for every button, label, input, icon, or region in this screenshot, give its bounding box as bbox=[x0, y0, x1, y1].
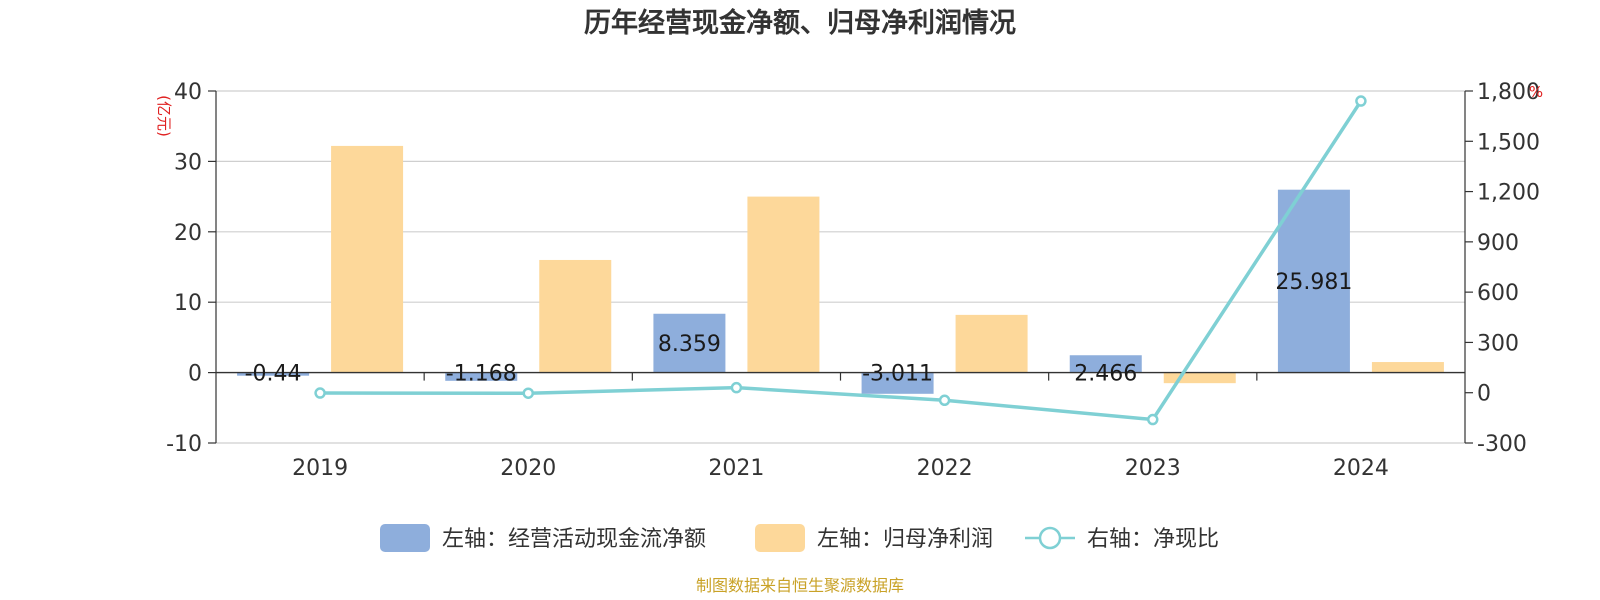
left-tick-label: 0 bbox=[188, 362, 202, 387]
bar-operating-cashflow bbox=[445, 372, 518, 381]
chart-title: 历年经营现金净额、归母净利润情况 bbox=[584, 7, 1016, 39]
line-point bbox=[1355, 95, 1367, 107]
bar-operating-cashflow bbox=[861, 372, 934, 394]
bar-net-profit bbox=[1163, 372, 1236, 384]
bar-net-profit bbox=[955, 314, 1028, 373]
bar-operating-cashflow bbox=[1277, 189, 1350, 373]
legend-swatch bbox=[755, 524, 805, 552]
left-axis-unit: (亿元) bbox=[155, 95, 173, 137]
bars bbox=[237, 145, 1444, 394]
left-tick-label: 20 bbox=[174, 221, 202, 246]
data-labels: -0.44 -1.168 8.359 -3.011 2.466 25.981 bbox=[245, 270, 1353, 386]
bar-operating-cashflow bbox=[1069, 355, 1142, 373]
legend-swatch-marker bbox=[1038, 526, 1062, 550]
legend-label: 左轴：经营活动现金流净额 bbox=[442, 527, 706, 552]
line-point bbox=[314, 387, 326, 399]
right-tick-label: 300 bbox=[1477, 331, 1519, 356]
legend: 左轴：经营活动现金流净额 左轴：归母净利润 右轴：净现比 bbox=[380, 524, 1219, 552]
right-tick-label: 1,800 bbox=[1477, 80, 1540, 105]
line-point bbox=[522, 387, 534, 399]
bar-net-profit bbox=[1371, 362, 1444, 373]
source-note: 制图数据来自恒生聚源数据库 bbox=[696, 576, 904, 595]
legend-item[interactable]: 右轴：净现比 bbox=[1025, 526, 1219, 552]
data-label: 2.466 bbox=[1074, 362, 1137, 387]
bar-operating-cashflow bbox=[653, 313, 726, 373]
right-tick-label: 600 bbox=[1477, 281, 1519, 306]
right-axis-unit: % bbox=[1529, 83, 1543, 101]
bar-net-profit bbox=[747, 196, 820, 373]
bar-operating-cashflow bbox=[237, 372, 310, 376]
left-tick-label: 30 bbox=[174, 150, 202, 175]
bar-net-profit bbox=[331, 145, 404, 373]
line-point bbox=[730, 381, 743, 394]
line-point bbox=[938, 394, 951, 407]
x-tick-label: 2024 bbox=[1333, 456, 1389, 481]
legend-item[interactable]: 左轴：经营活动现金流净额 bbox=[380, 524, 706, 552]
right-tick-label: 900 bbox=[1477, 231, 1519, 256]
legend-label: 右轴：净现比 bbox=[1087, 527, 1219, 552]
bar-net-profit bbox=[539, 259, 612, 373]
legend-label: 左轴：归母净利润 bbox=[817, 527, 993, 552]
axes: -10 0 10 20 30 40 -300 0 300 600 900 1,200 1,500 1,80… bbox=[166, 80, 1540, 481]
left-tick-label: -10 bbox=[166, 432, 202, 457]
right-tick-label: -300 bbox=[1477, 432, 1527, 457]
line-point bbox=[1147, 413, 1159, 426]
x-tick-label: 2022 bbox=[917, 456, 973, 481]
left-tick-label: 10 bbox=[174, 291, 202, 316]
line-net-cash-ratio bbox=[320, 100, 1363, 422]
x-tick-label: 2019 bbox=[292, 456, 348, 481]
x-tick-label: 2021 bbox=[708, 456, 764, 481]
right-tick-label: 1,500 bbox=[1477, 130, 1540, 155]
grid bbox=[216, 90, 1465, 444]
data-label: 25.981 bbox=[1275, 270, 1352, 295]
data-label: -3.011 bbox=[862, 362, 933, 387]
legend-item[interactable]: 左轴：归母净利润 bbox=[755, 524, 993, 552]
data-label: -0.44 bbox=[245, 362, 302, 387]
right-tick-label: 0 bbox=[1477, 382, 1491, 407]
x-tick-label: 2020 bbox=[500, 456, 556, 481]
data-label: 8.359 bbox=[658, 332, 721, 357]
data-label: -1.168 bbox=[446, 362, 517, 387]
left-tick-label: 40 bbox=[174, 80, 202, 105]
right-tick-label: 1,200 bbox=[1477, 181, 1540, 206]
x-tick-label: 2023 bbox=[1125, 456, 1181, 481]
legend-swatch bbox=[380, 524, 430, 552]
line-series bbox=[314, 95, 1367, 426]
